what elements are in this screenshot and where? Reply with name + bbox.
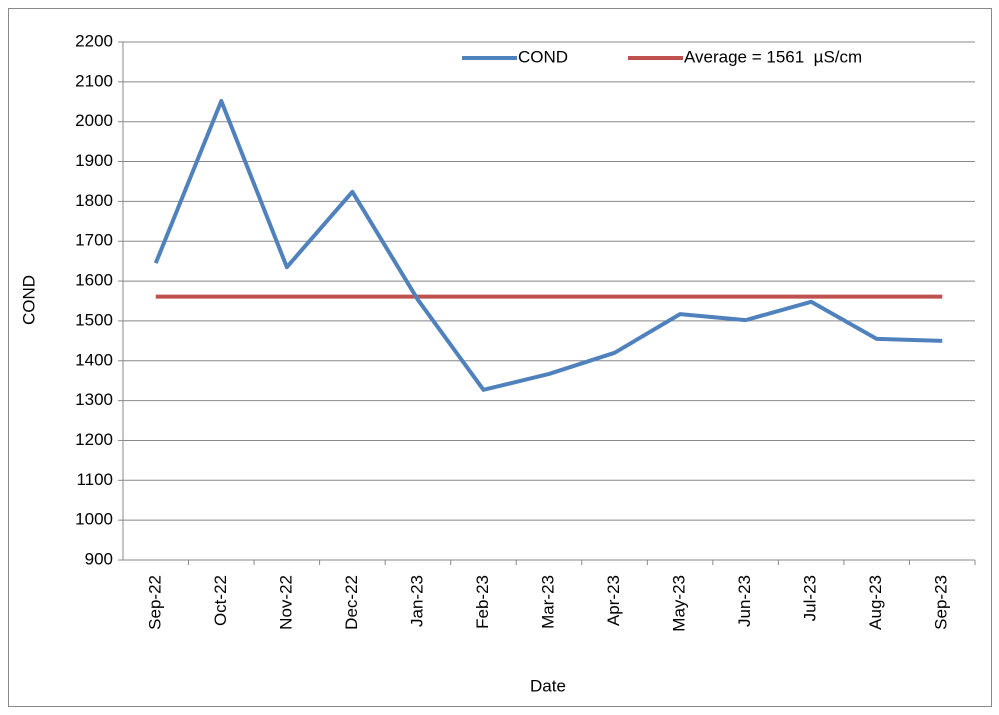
x-tick-label: Jul-23 [801,575,820,621]
x-tick-label: Sep-23 [932,575,951,630]
x-tick-label: May-23 [670,575,689,632]
legend-label: COND [518,47,568,66]
x-tick-label: Feb-23 [473,575,492,629]
x-tick-label: Jan-23 [407,575,426,627]
y-tick-label: 1700 [75,231,113,250]
x-tick-label: Dec-22 [342,575,361,630]
x-tick-label: Aug-23 [866,575,885,630]
y-tick-label: 2200 [75,31,113,50]
y-tick-label: 1600 [75,271,113,290]
y-tick-label: 1800 [75,191,113,210]
y-tick-label: 900 [85,549,113,568]
x-tick-label: Jun-23 [735,575,754,627]
x-tick-label: Apr-23 [604,575,623,626]
y-axis-label: COND [19,275,38,325]
x-tick-label: Nov-22 [276,575,295,630]
x-tick-label: Mar-23 [538,575,557,629]
y-tick-label: 2100 [75,71,113,90]
y-tick-label: 1200 [75,430,113,449]
y-tick-label: 1500 [75,310,113,329]
legend-label: Average = 1561 µS/cm [684,47,862,66]
y-tick-label: 1000 [75,510,113,529]
y-tick-label: 1100 [76,470,113,489]
x-axis-label: Date [530,676,566,695]
y-tick-label: 2000 [75,111,113,130]
y-tick-label: 1900 [75,151,113,170]
x-tick-label: Oct-22 [211,575,230,626]
y-tick-label: 1300 [75,390,113,409]
y-tick-label: 1400 [75,350,113,369]
x-tick-label: Sep-22 [145,575,164,630]
data-line [153,98,943,392]
chart-border [8,8,992,707]
